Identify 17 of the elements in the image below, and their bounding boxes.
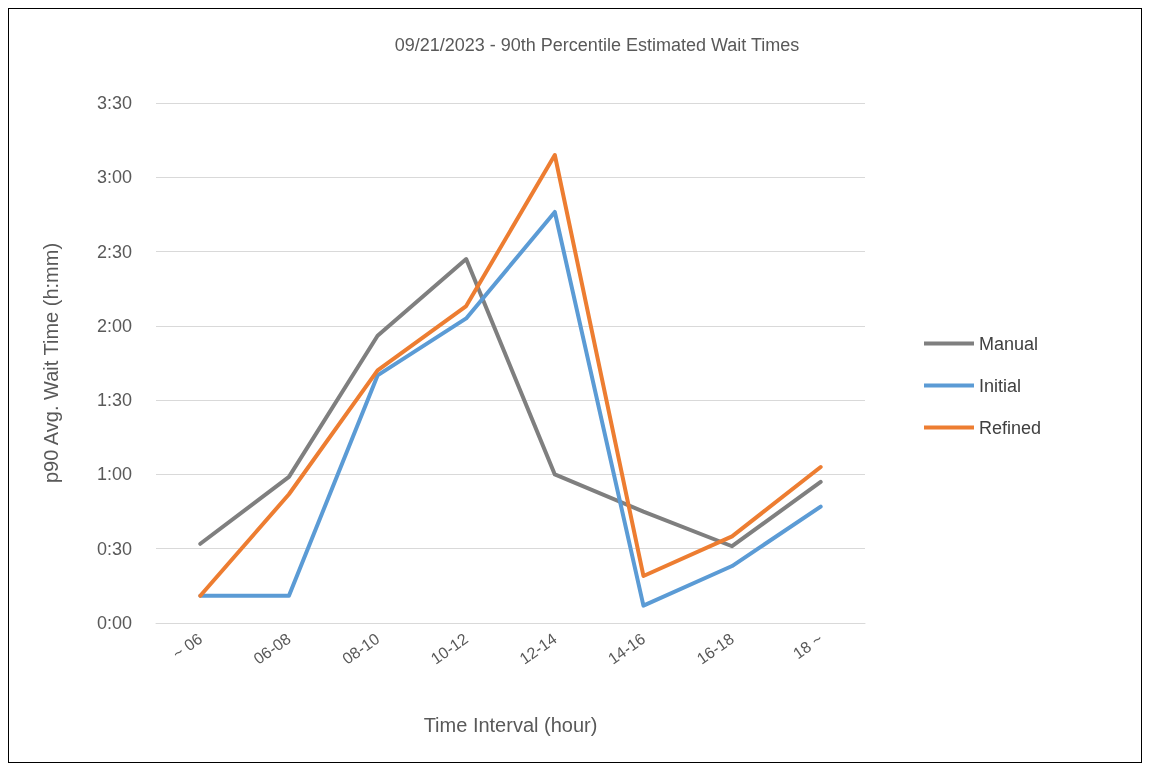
x-axis-title: Time Interval (hour) (423, 714, 598, 736)
y-tick-label: 2:30 (96, 241, 132, 262)
y-tick-label: 1:00 (96, 464, 132, 485)
y-tick-label: 0:00 (96, 613, 132, 633)
y-tick-label: 3:30 (96, 93, 132, 113)
y-tick-label: 2:00 (96, 315, 132, 336)
x-tick-label: 18 ~ (789, 630, 826, 663)
x-tick-label: ~ 06 (169, 629, 206, 663)
chart-title: 09/21/2023 - 90th Percentile Estimated Wait Times (394, 35, 800, 55)
legend-label: Refined (979, 417, 1042, 438)
y-tick-label: 0:30 (96, 538, 132, 559)
y-axis-title: p90 Avg. Wait Time (h:mm) (40, 242, 62, 484)
legend-label: Initial (979, 375, 1022, 396)
legend-label: Manual (979, 333, 1039, 354)
y-tick-label: 3:00 (96, 167, 132, 188)
line-series (198, 257, 823, 549)
y-tick-label: 1:30 (96, 390, 132, 411)
